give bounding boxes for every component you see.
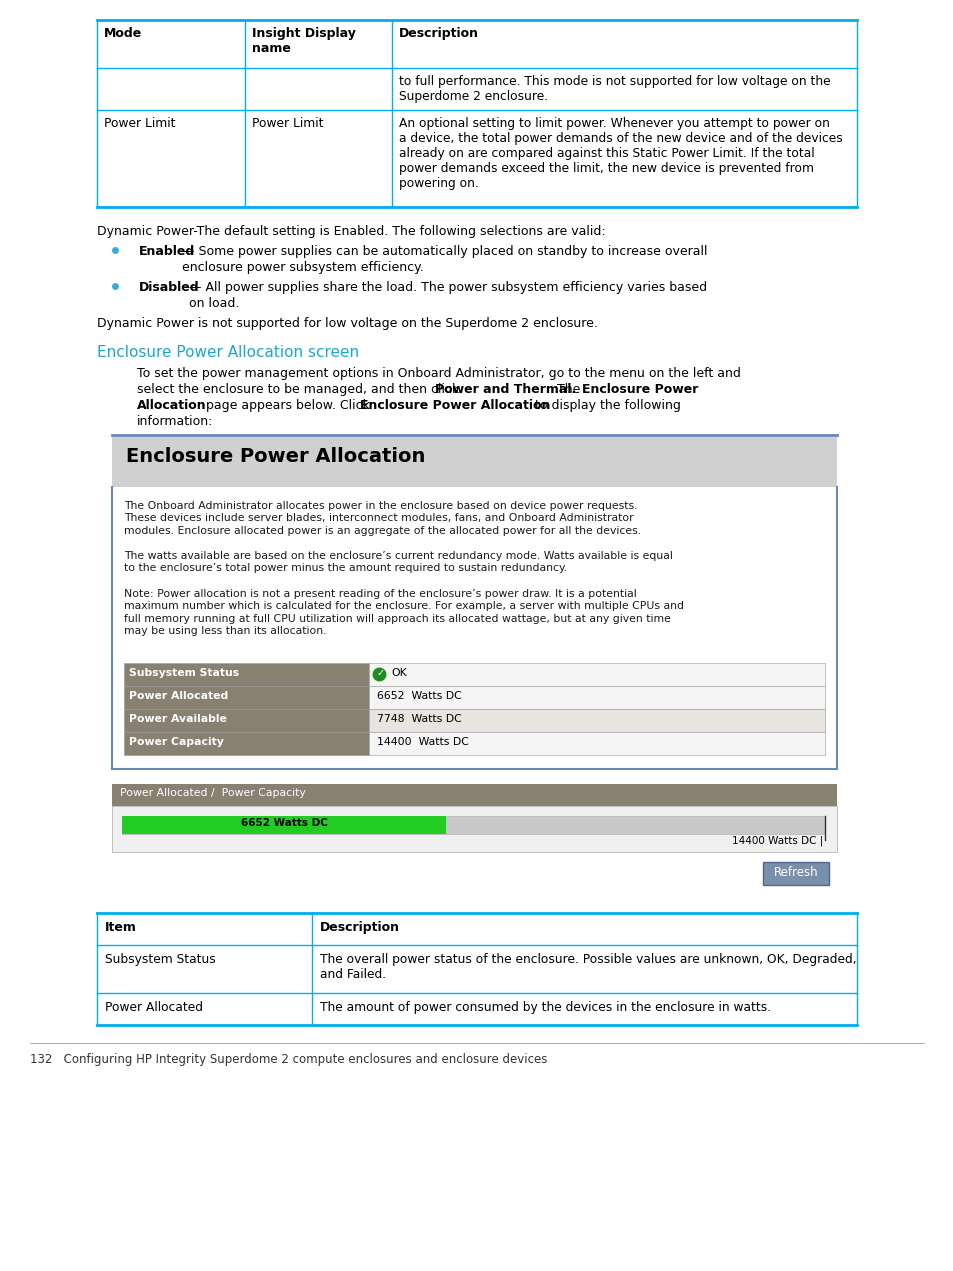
Text: Power Limit: Power Limit	[104, 117, 175, 130]
Text: The amount of power consumed by the devices in the enclosure in watts.: The amount of power consumed by the devi…	[319, 1002, 770, 1014]
Bar	[122, 816, 446, 834]
Bar	[369, 732, 824, 755]
Text: The: The	[553, 383, 584, 397]
Text: Subsystem Status: Subsystem Status	[129, 669, 239, 677]
Text: Allocation: Allocation	[137, 399, 207, 412]
Text: An optional setting to limit power. Whenever you attempt to power on
a device, t: An optional setting to limit power. When…	[398, 117, 841, 189]
Bar	[97, 20, 856, 69]
Text: Power and Thermal.: Power and Thermal.	[435, 383, 576, 397]
Bar	[124, 709, 369, 732]
Text: 14400  Watts DC: 14400 Watts DC	[377, 737, 469, 747]
Text: — Some power supplies can be automatically placed on standby to increase overall: — Some power supplies can be automatical…	[182, 245, 707, 275]
Text: Mode: Mode	[104, 27, 142, 39]
Bar	[112, 784, 836, 806]
Text: Dynamic Power is not supported for low voltage on the Superdome 2 enclosure.: Dynamic Power is not supported for low v…	[97, 316, 598, 330]
Text: Description: Description	[398, 27, 478, 39]
Text: Enclosure Power: Enclosure Power	[582, 383, 699, 397]
Text: Disabled: Disabled	[139, 281, 199, 294]
Text: Power Allocated /  Power Capacity: Power Allocated / Power Capacity	[120, 788, 305, 798]
Text: Enclosure Power Allocation: Enclosure Power Allocation	[126, 447, 425, 466]
Text: Power Capacity: Power Capacity	[129, 737, 224, 747]
Text: Item: Item	[105, 921, 136, 934]
Text: Power Allocated: Power Allocated	[105, 1002, 203, 1014]
Text: Note: Power allocation is not a present reading of the enclosure’s power draw. I: Note: Power allocation is not a present …	[124, 588, 683, 637]
Bar	[97, 69, 856, 111]
Text: The watts available are based on the enclosure’s current redundancy mode. Watts : The watts available are based on the enc…	[124, 552, 672, 573]
Bar	[124, 663, 369, 686]
Bar	[369, 663, 824, 686]
Text: Enclosure Power Allocation screen: Enclosure Power Allocation screen	[97, 344, 358, 360]
Text: page appears below. Click: page appears below. Click	[202, 399, 374, 412]
Text: The overall power status of the enclosure. Possible values are unknown, OK, Degr: The overall power status of the enclosur…	[319, 953, 856, 981]
Text: 6652  Watts DC: 6652 Watts DC	[377, 691, 461, 702]
Bar	[369, 709, 824, 732]
Text: Enabled: Enabled	[139, 245, 195, 258]
Text: Subsystem Status: Subsystem Status	[105, 953, 215, 966]
Text: 14400 Watts DC |: 14400 Watts DC |	[731, 835, 822, 845]
Bar	[124, 732, 369, 755]
Text: 7748  Watts DC: 7748 Watts DC	[377, 714, 461, 724]
Text: information:: information:	[137, 416, 213, 428]
Bar	[112, 806, 836, 852]
Text: OK: OK	[391, 669, 407, 677]
Bar	[762, 862, 828, 885]
Text: Power Allocated: Power Allocated	[129, 691, 228, 702]
Text: 132   Configuring HP Integrity Superdome 2 compute enclosures and enclosure devi: 132 Configuring HP Integrity Superdome 2…	[30, 1052, 547, 1066]
Text: Enclosure Power Allocation: Enclosure Power Allocation	[360, 399, 550, 412]
Text: Power Available: Power Available	[129, 714, 227, 724]
Text: Description: Description	[319, 921, 399, 934]
Text: Dynamic Power-The default setting is Enabled. The following selections are valid: Dynamic Power-The default setting is Ena…	[97, 225, 605, 238]
Text: to display the following: to display the following	[530, 399, 679, 412]
Bar	[124, 686, 369, 709]
Bar	[369, 686, 824, 709]
Text: Refresh: Refresh	[773, 866, 818, 880]
Bar	[112, 437, 836, 487]
Text: Insight Display
name: Insight Display name	[252, 27, 355, 55]
Text: To set the power management options in Onboard Administrator, go to the menu on : To set the power management options in O…	[137, 367, 740, 380]
Bar	[122, 816, 824, 834]
Text: select the enclosure to be managed, and then click: select the enclosure to be managed, and …	[137, 383, 463, 397]
Text: The Onboard Administrator allocates power in the enclosure based on device power: The Onboard Administrator allocates powe…	[124, 501, 640, 536]
Bar	[112, 487, 836, 769]
Bar	[97, 111, 856, 207]
Text: ✓: ✓	[375, 669, 384, 677]
Text: 6652 Watts DC: 6652 Watts DC	[240, 819, 327, 827]
Text: Power Limit: Power Limit	[252, 117, 323, 130]
Text: to full performance. This mode is not supported for low voltage on the
Superdome: to full performance. This mode is not su…	[398, 75, 830, 103]
Text: — All power supplies share the load. The power subsystem efficiency varies based: — All power supplies share the load. The…	[189, 281, 706, 310]
